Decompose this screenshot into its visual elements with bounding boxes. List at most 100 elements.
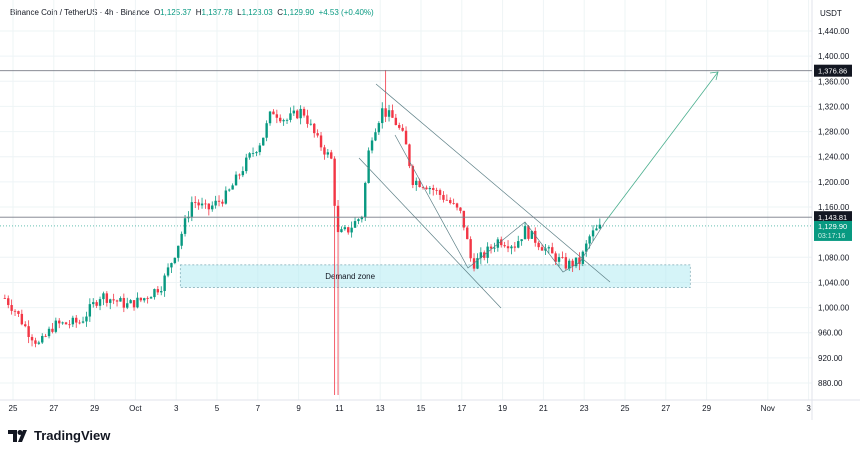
low-label: L [237, 8, 242, 17]
low-value: 1,123.03 [241, 8, 273, 17]
candle-body [265, 123, 268, 138]
candle-body [476, 258, 479, 269]
candle-body [211, 205, 214, 210]
candle-body [238, 174, 241, 176]
candle-body [544, 248, 547, 251]
candle-body [302, 108, 306, 116]
candle-body [78, 322, 81, 324]
close-label: C [277, 8, 283, 17]
candle-body [360, 217, 364, 220]
candle-body [554, 253, 557, 262]
candle-body [537, 242, 540, 248]
channel-lower-line [358, 157, 502, 309]
candle-body [489, 246, 493, 249]
candle-body [160, 291, 163, 293]
x-tick-label: 25 [621, 404, 630, 413]
candle-body [377, 123, 381, 133]
candle-body [139, 297, 143, 301]
candle-body [370, 140, 374, 151]
candle-body [428, 188, 432, 190]
candle-body [435, 189, 438, 191]
candle-body [180, 233, 183, 246]
candle-body [17, 311, 20, 314]
tradingview-icon [8, 429, 27, 442]
candle-body [547, 247, 551, 249]
candle-body [41, 335, 44, 343]
candle-body [557, 257, 561, 262]
channel-upper-line [375, 83, 611, 283]
candle-body [540, 247, 544, 251]
candle-body [326, 152, 330, 155]
candle-body [452, 203, 455, 204]
candle-body [258, 145, 262, 153]
candle-body [510, 246, 513, 249]
candle-body [92, 302, 95, 305]
candle-body [387, 110, 391, 117]
candle-body [194, 202, 197, 203]
candle-body [64, 322, 68, 325]
candle-body [30, 336, 34, 341]
x-tick-label: 5 [215, 404, 220, 413]
x-tick-label: 7 [256, 404, 261, 413]
candle-body [51, 328, 54, 332]
x-tick-label: 3 [174, 404, 179, 413]
candle-body [425, 187, 428, 190]
candle-body [585, 243, 588, 252]
x-tick-label: 29 [702, 404, 711, 413]
candle-body [279, 117, 282, 122]
candle-body [398, 125, 401, 128]
candle-body [523, 226, 527, 240]
candle-body [336, 205, 340, 233]
candle-body [449, 200, 452, 204]
candle-body [595, 228, 598, 231]
candle-body [214, 200, 217, 206]
candle-body [401, 127, 404, 131]
candle-body [143, 298, 146, 301]
candle-body [10, 305, 13, 311]
candle-body [530, 230, 534, 239]
y-tick-label: 880.00 [818, 379, 843, 388]
candle-body [391, 110, 394, 118]
candle-body [27, 326, 30, 337]
candle-body [132, 300, 136, 308]
candle-body [418, 180, 421, 188]
x-tick-label: 17 [457, 404, 466, 413]
candle-body [173, 257, 177, 264]
x-tick-label: 23 [580, 404, 589, 413]
candle-body [343, 227, 347, 230]
y-tick-label: 1,200.00 [818, 178, 850, 187]
candle-body [268, 111, 272, 124]
candle-body [204, 203, 207, 205]
y-tick-label: 1,320.00 [818, 102, 850, 111]
candle-body [411, 166, 415, 185]
candle-body [20, 313, 24, 325]
candle-body [95, 302, 98, 306]
x-tick-label: 29 [90, 404, 99, 413]
candle-body [421, 187, 425, 188]
candle-body [340, 229, 343, 233]
candle-body [166, 267, 170, 276]
candle-body [432, 188, 435, 190]
candle-body [146, 298, 149, 299]
candle-body [200, 203, 204, 206]
candle-body [85, 316, 88, 322]
countdown-label: 03:17:16 [818, 233, 845, 240]
candle-body [58, 320, 61, 324]
candle-body [119, 298, 122, 302]
candle-body [37, 342, 41, 344]
y-tick-label: 920.00 [818, 354, 843, 363]
price-label: 1,143.81 [818, 213, 847, 222]
x-tick-label: 21 [539, 404, 548, 413]
candle-body [568, 260, 571, 269]
candle-body [71, 317, 75, 325]
candle-body [285, 119, 289, 121]
candle-body [115, 300, 119, 302]
candle-body [24, 324, 27, 327]
tradingview-logo[interactable]: TradingView [8, 428, 110, 443]
candle-body [272, 111, 275, 115]
candle-body [248, 153, 251, 158]
candle-body [323, 147, 326, 155]
change-value: +4.53 (+0.40%) [318, 8, 374, 17]
candle-body [574, 257, 578, 267]
